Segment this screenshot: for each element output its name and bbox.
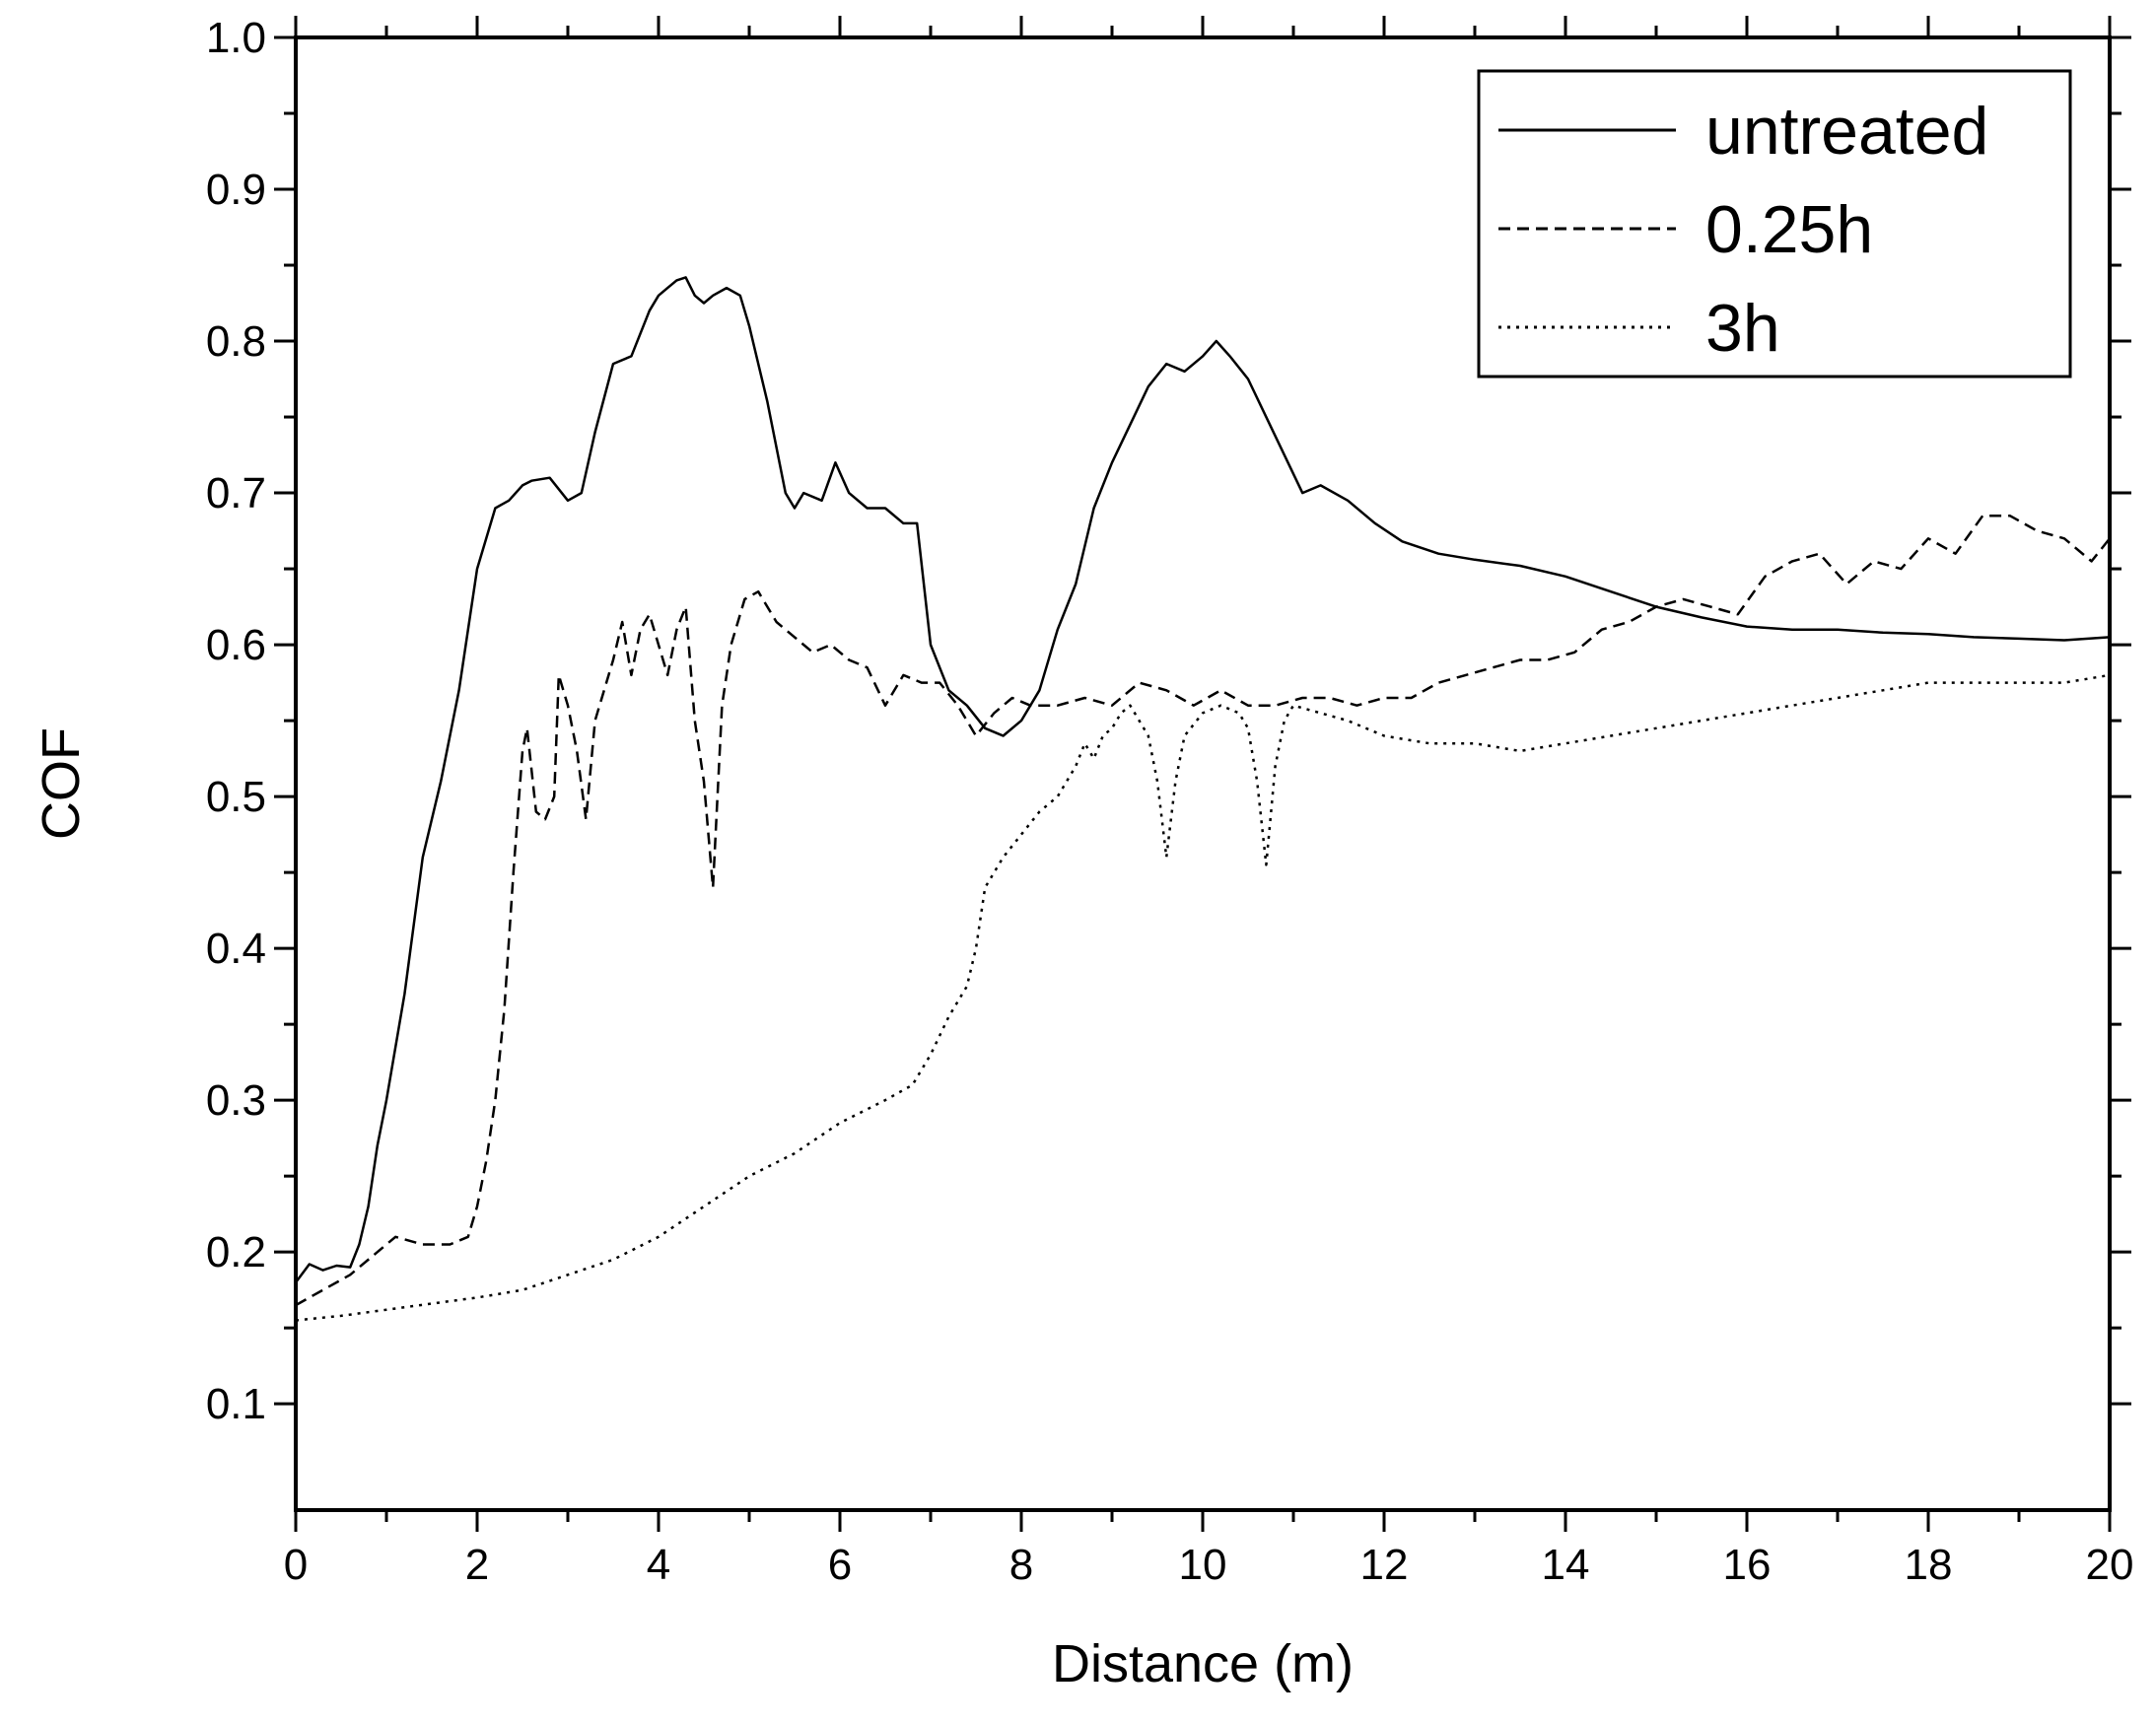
x-tick-labels: 0 2 4 6 8 10 12 14 16 18 20 [284, 1541, 2134, 1589]
x-tick-label: 16 [1723, 1541, 1772, 1589]
x-tick-label: 10 [1179, 1541, 1227, 1589]
x-tick-label: 18 [1905, 1541, 1953, 1589]
series-line-untreated [294, 276, 2111, 1283]
legend-box [1477, 69, 2072, 379]
y-tick-label: 0.7 [206, 469, 266, 517]
y-tick-label: 0.6 [206, 621, 266, 669]
y-tick-label: 0.9 [206, 166, 266, 214]
legend-label-untreated: untreated [1705, 94, 1988, 169]
y-axis-title: COF [32, 727, 91, 840]
y-tick-label: 0.4 [206, 925, 266, 973]
x-tick-label: 14 [1542, 1541, 1590, 1589]
x-tick-label: 20 [2086, 1541, 2134, 1589]
y-tick-label: 0.3 [206, 1076, 266, 1125]
y-tick-label: 0.2 [206, 1228, 266, 1276]
y-tick-label: 0.5 [206, 773, 266, 821]
series-line-3h [295, 673, 2111, 1322]
x-tick-label: 0 [284, 1541, 308, 1589]
legend: untreated 0.25h 3h [1477, 69, 2072, 379]
legend-label-3h: 3h [1705, 291, 1780, 366]
x-axis-title: Distance (m) [1052, 1634, 1354, 1693]
series-line-0-25h [295, 514, 2111, 1307]
x-tick-label: 8 [1009, 1541, 1033, 1589]
x-tick-label: 12 [1360, 1541, 1409, 1589]
y-tick-label: 0.1 [206, 1380, 266, 1428]
x-tick-label: 2 [465, 1541, 489, 1589]
plot-frame [294, 35, 2112, 1512]
y-tick-label: 0.8 [206, 317, 266, 366]
legend-label-0-25h: 0.25h [1705, 192, 1873, 267]
series-lines [294, 276, 2111, 1322]
x-tick-label: 4 [647, 1541, 670, 1589]
x-tick-label: 6 [828, 1541, 852, 1589]
y-tick-label: 1.0 [206, 14, 266, 62]
y-tick-labels: 0.1 0.2 0.3 0.4 0.5 0.6 0.7 0.8 0.9 1.0 [206, 14, 266, 1428]
